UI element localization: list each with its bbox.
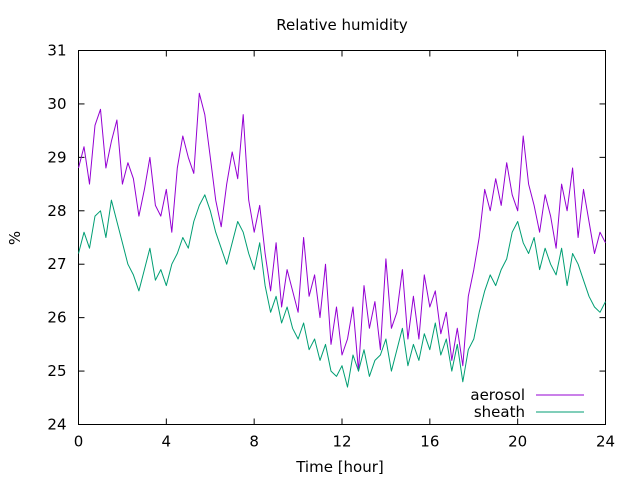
y-tick-label: 28 — [47, 202, 66, 220]
x-tick-label: 0 — [74, 433, 84, 451]
x-axis-ticks: 0 4 8 12 16 20 24 — [74, 50, 615, 451]
series-group — [78, 92, 606, 388]
x-tick-label: 4 — [162, 433, 172, 451]
legend-label-aerosol: aerosol — [470, 386, 525, 404]
y-axis-ticks: 24 25 26 27 28 29 30 31 — [47, 42, 606, 434]
y-tick-label: 29 — [47, 148, 66, 166]
y-axis-label: % — [6, 231, 24, 245]
y-tick-label: 25 — [47, 362, 66, 380]
series-line-aerosol — [78, 92, 606, 372]
y-tick-label: 26 — [47, 309, 66, 327]
y-tick-label: 27 — [47, 255, 66, 273]
x-tick-label: 16 — [420, 433, 439, 451]
x-tick-label: 24 — [596, 433, 615, 451]
legend-label-sheath: sheath — [474, 403, 525, 421]
y-tick-label: 24 — [47, 416, 66, 434]
x-tick-label: 8 — [249, 433, 259, 451]
x-axis-label: Time [hour] — [295, 458, 384, 476]
y-tick-label: 31 — [47, 42, 66, 60]
plot-frame — [78, 50, 606, 425]
x-tick-label: 20 — [508, 433, 527, 451]
chart-title: Relative humidity — [276, 16, 408, 34]
x-tick-label: 12 — [332, 433, 351, 451]
y-tick-label: 30 — [47, 95, 66, 113]
series-line-sheath — [78, 194, 606, 388]
